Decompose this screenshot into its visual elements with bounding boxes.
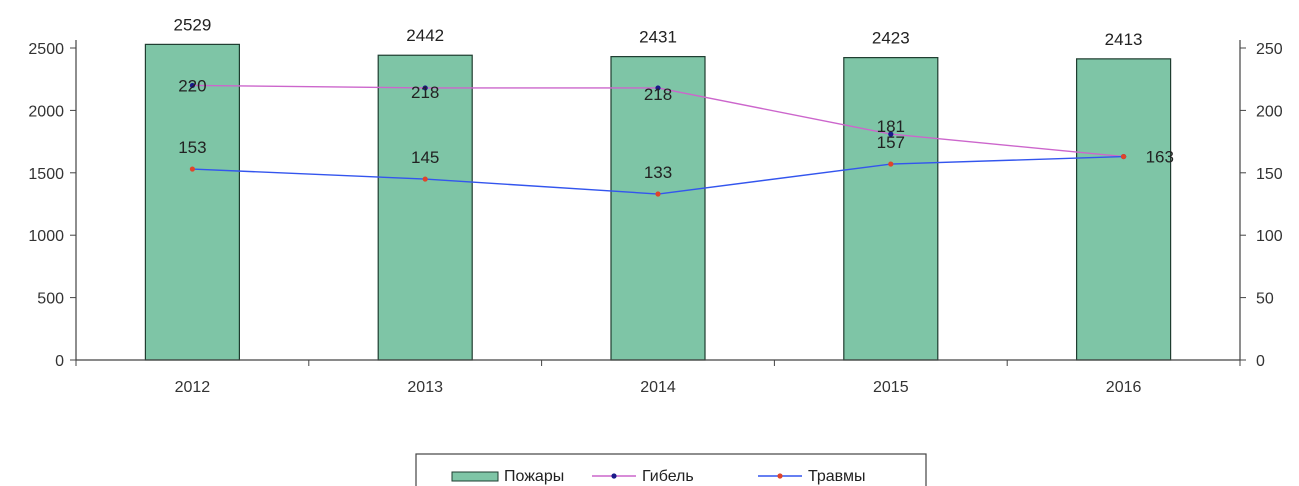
y-right-tick-label: 100 — [1256, 228, 1283, 245]
line2-data-label: 133 — [644, 163, 672, 182]
line1-data-label: 181 — [877, 117, 905, 136]
point-series-2-2012 — [189, 166, 195, 172]
legend-swatch-bar — [451, 471, 499, 482]
y-left-tick-label: 500 — [37, 291, 64, 308]
legend-label: Гибель — [642, 468, 694, 485]
point-series-2-2014 — [655, 191, 661, 197]
bar-2016 — [1075, 58, 1172, 361]
bar-data-label: 2442 — [406, 26, 444, 45]
line1-data-label: 218 — [411, 83, 439, 102]
point-series-1-2015 — [888, 131, 894, 137]
bar-2015 — [843, 57, 939, 361]
legend-marker-2 — [777, 473, 783, 479]
line1-data-label: 220 — [178, 76, 206, 95]
y-left-tick-label: 0 — [55, 353, 64, 370]
line2-data-label: 153 — [178, 138, 206, 157]
point-series-2-2013 — [422, 176, 428, 182]
legend-marker-1 — [611, 473, 617, 479]
point-series-2-2016 — [1121, 153, 1127, 160]
line2-data-label: 163 — [1146, 148, 1174, 167]
x-tick-label: 2016 — [1106, 379, 1142, 396]
y-right-tick-label: 150 — [1256, 166, 1283, 183]
bar-data-label: 2529 — [173, 15, 211, 34]
y-right-tick-label: 200 — [1256, 103, 1283, 120]
y-left-tick-label: 1500 — [28, 166, 64, 183]
bar-2013 — [377, 54, 473, 361]
line2-data-label: 145 — [411, 148, 439, 167]
legend-label: Травмы — [808, 468, 866, 485]
x-tick-label: 2013 — [407, 379, 443, 396]
point-series-1-2012 — [189, 82, 195, 89]
y-right-tick-label: 50 — [1256, 291, 1274, 308]
bar-2012 — [144, 43, 240, 361]
y-right-tick-label: 250 — [1256, 41, 1283, 58]
x-tick-label: 2014 — [640, 379, 676, 396]
line1-data-label: 218 — [644, 85, 672, 104]
point-series-1-2013 — [422, 85, 428, 91]
legend-box — [415, 453, 927, 486]
x-tick-label: 2015 — [873, 379, 909, 396]
y-left-tick-label: 2000 — [28, 103, 64, 120]
bar-data-label: 2413 — [1105, 30, 1143, 49]
line2-data-label: 157 — [877, 133, 905, 152]
bar-2014 — [610, 56, 706, 361]
point-series-2-2015 — [888, 161, 894, 167]
legend-label: Пожары — [504, 468, 564, 485]
y-right-tick-label: 0 — [1256, 353, 1265, 370]
y-left-tick-label: 1000 — [28, 228, 64, 245]
y-left-tick-label: 2500 — [28, 41, 64, 58]
bar-data-label: 2423 — [872, 29, 910, 48]
x-tick-label: 2012 — [175, 379, 211, 396]
point-series-1-2014 — [655, 85, 661, 91]
bar-data-label: 2431 — [639, 28, 677, 47]
